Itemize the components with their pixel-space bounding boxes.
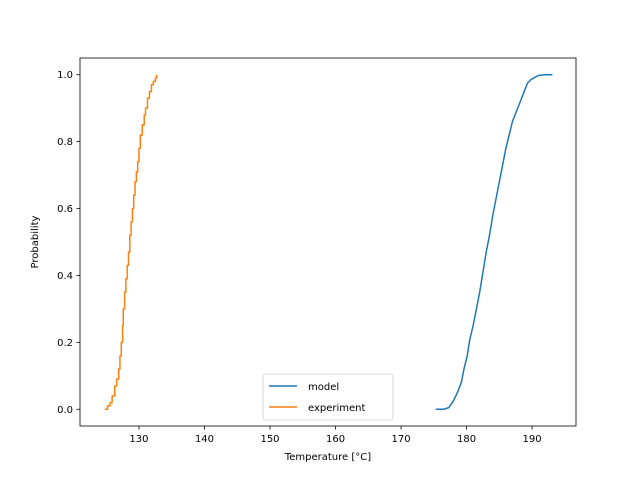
- y-tick-label: 0.2: [57, 338, 73, 349]
- x-tick-label: 160: [326, 434, 345, 445]
- y-axis-ticks: 0.0 0.2 0.4 0.6 0.8 1.0: [57, 70, 80, 416]
- series-line-experiment: [104, 74, 158, 411]
- y-tick-label: 1.0: [57, 70, 73, 81]
- legend-label-model: model: [308, 382, 339, 393]
- x-tick-label: 180: [457, 434, 476, 445]
- x-tick-label: 170: [392, 434, 411, 445]
- legend-label-experiment: experiment: [308, 403, 366, 414]
- y-tick-label: 0.8: [57, 137, 73, 148]
- x-tick-label: 190: [523, 434, 542, 445]
- x-axis-label: Temperature [°C]: [284, 452, 371, 463]
- y-tick-label: 0.4: [57, 271, 73, 282]
- x-tick-label: 150: [260, 434, 279, 445]
- series-line-model: [435, 73, 553, 411]
- y-axis-label: Probability: [30, 215, 41, 268]
- plot-area: [79, 57, 577, 427]
- y-tick-label: 0.6: [57, 204, 73, 215]
- y-tick-label: 0.0: [57, 405, 73, 416]
- x-tick-label: 130: [129, 434, 148, 445]
- legend: model experiment: [262, 373, 394, 421]
- series-layer: [104, 73, 553, 411]
- x-tick-label: 140: [195, 434, 214, 445]
- x-axis-ticks: 130 140 150 160 170 180 190: [129, 426, 542, 445]
